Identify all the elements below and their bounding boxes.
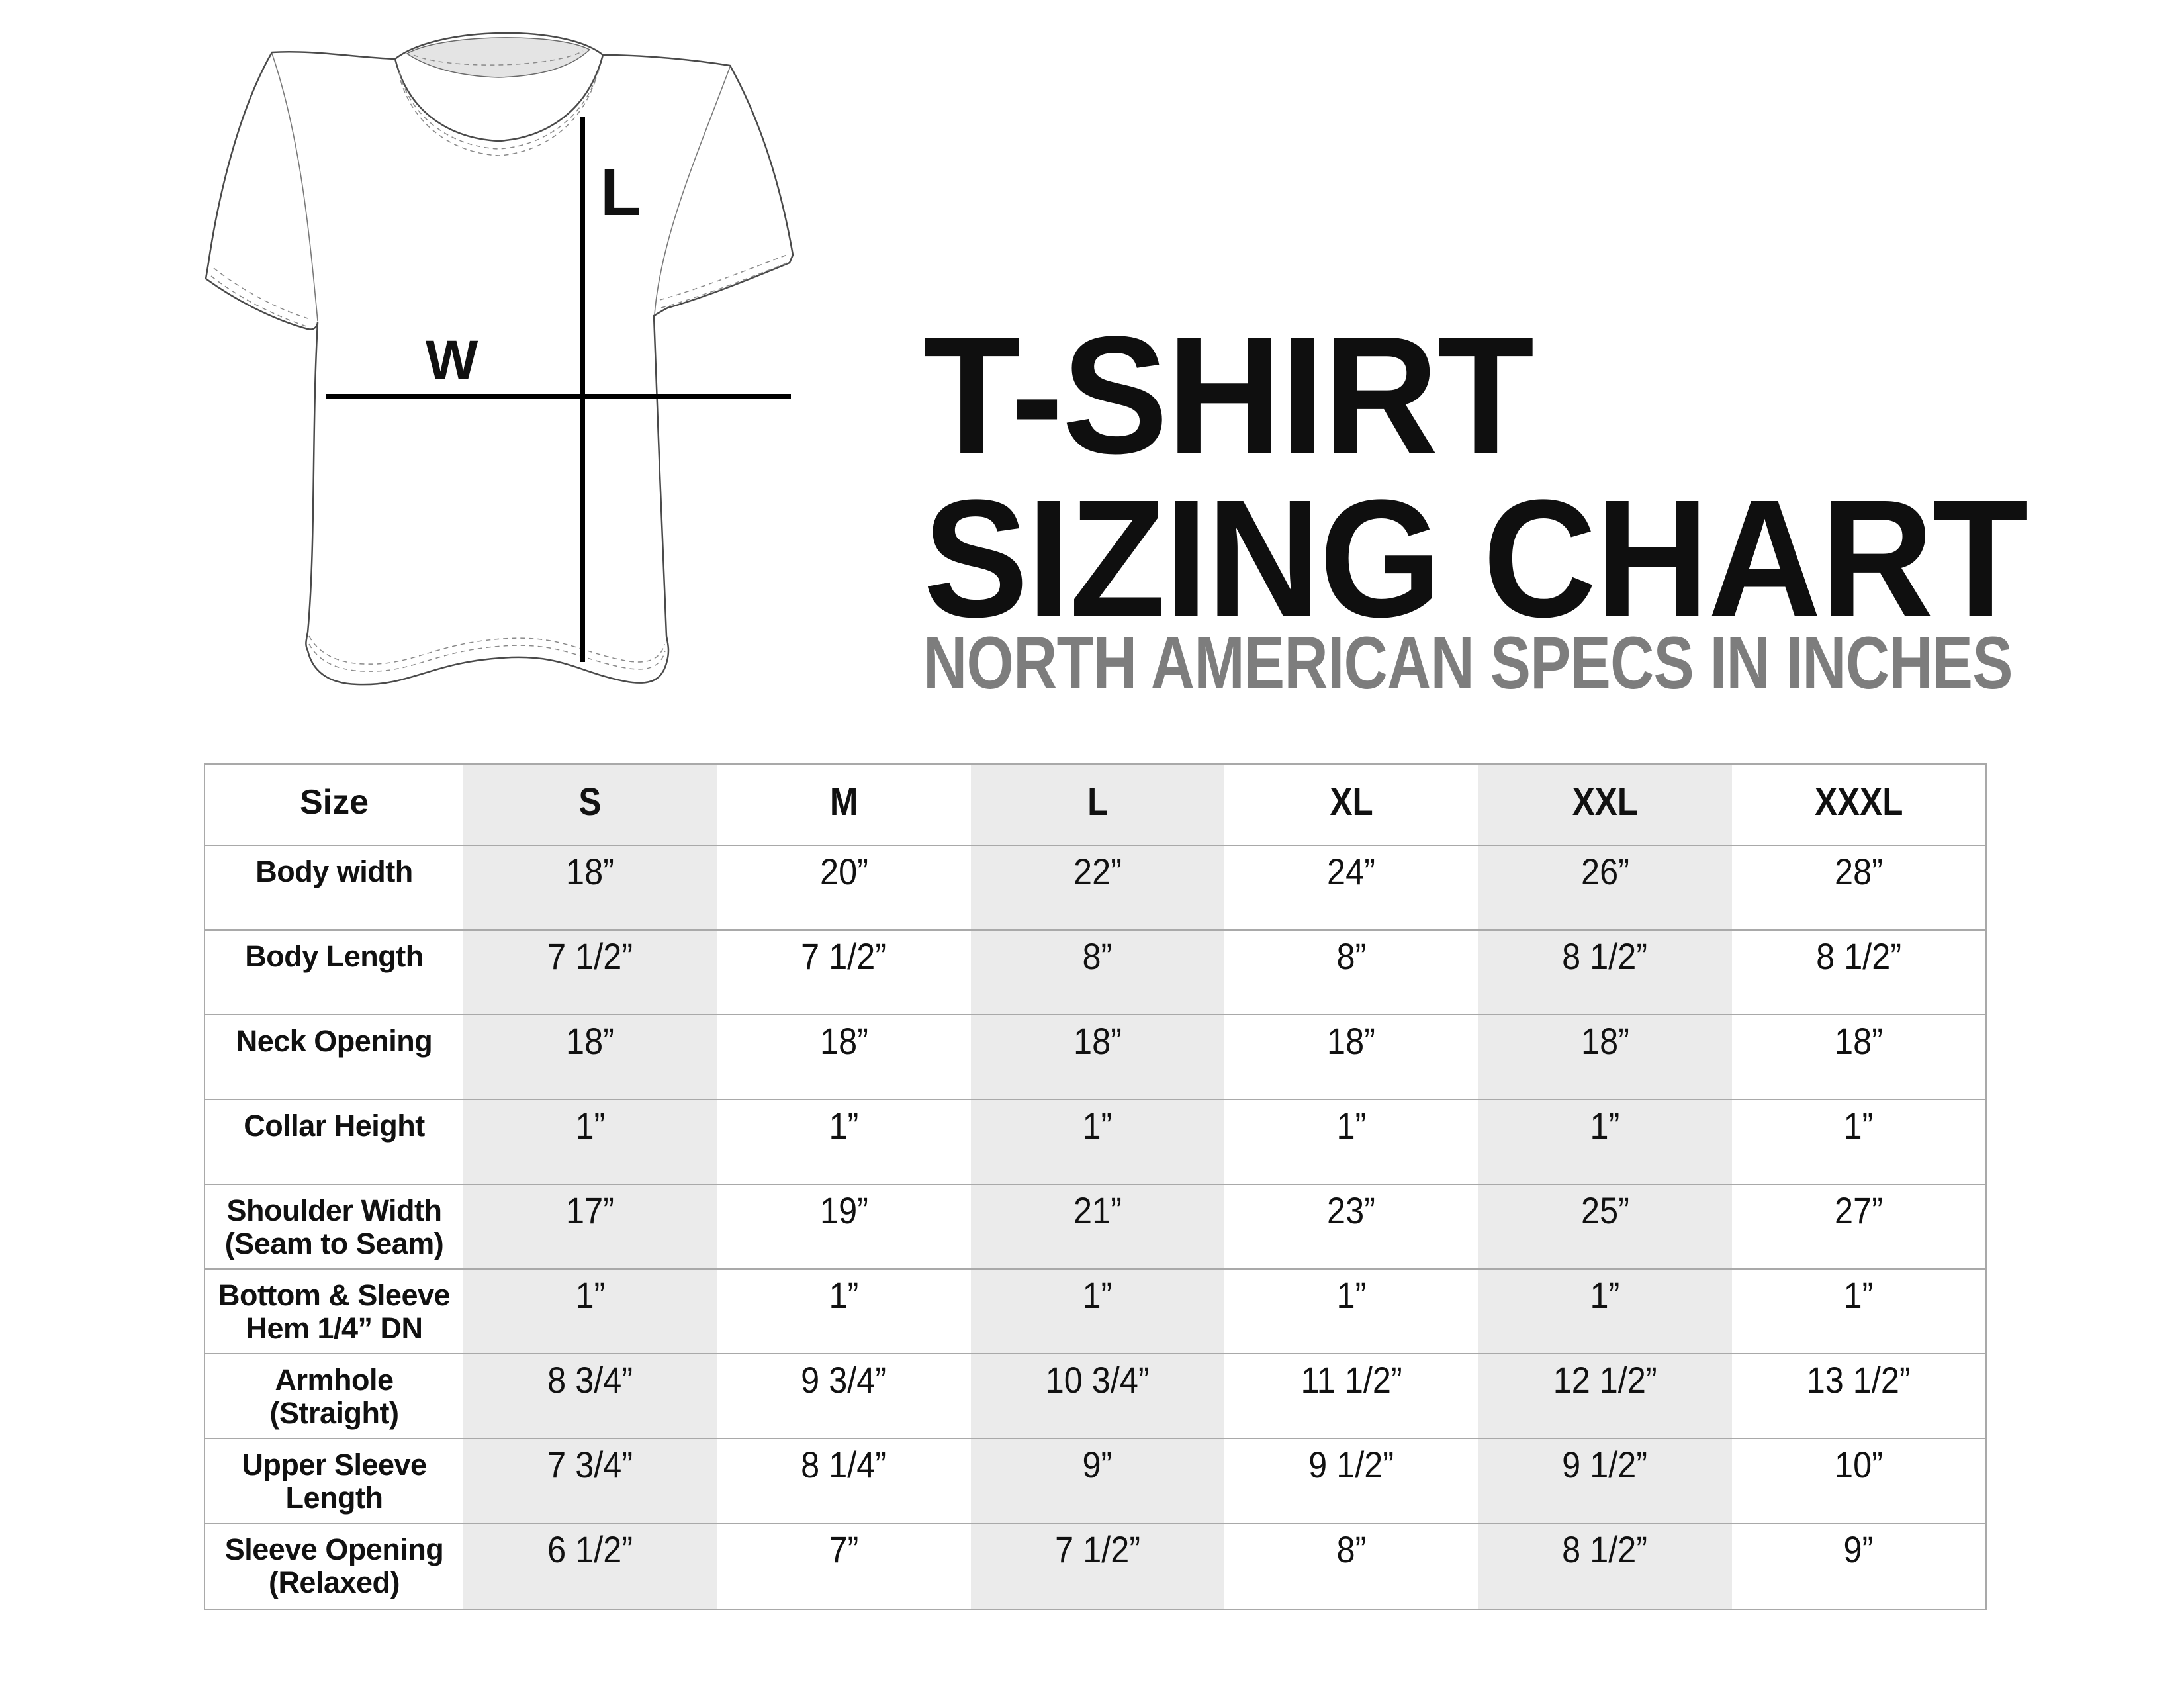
collar-back-band [406, 37, 591, 78]
row-label: Body Length [205, 931, 463, 1015]
column-header-xxxl: XXXL [1731, 765, 1985, 846]
table-cell: 10” [1731, 1439, 1985, 1524]
length-label: L [600, 156, 641, 230]
row-label: Collar Height [205, 1100, 463, 1185]
column-header-xxl: XXL [1478, 765, 1732, 846]
table-cell: 9” [1843, 1528, 1874, 1570]
table-cell: 1” [1478, 1100, 1732, 1185]
page-subtitle: NORTH AMERICAN SPECS IN INCHES [923, 622, 2013, 704]
table-cell: 9 1/2” [1478, 1439, 1732, 1524]
left-armhole-seam [271, 53, 318, 322]
table-cell: 9 3/4” [717, 1354, 971, 1439]
table-cell: 8” [970, 931, 1224, 1015]
hem-stitch-2 [308, 643, 666, 672]
table-cell: 26” [1478, 846, 1732, 931]
collar-back-stitch [413, 50, 584, 66]
table-cell: 28” [1731, 846, 1985, 931]
table-cell: 18” [717, 1015, 971, 1100]
column-header-m: M [717, 765, 971, 846]
table-cell: 1” [1731, 1100, 1985, 1185]
table-cell: 22” [970, 846, 1224, 931]
collar-front-edge [394, 54, 604, 142]
left-sleeve-stitch-1 [213, 267, 308, 319]
table-cell: 9” [970, 1439, 1224, 1524]
table-cell: 11 1/2” [1224, 1354, 1479, 1439]
table-cell: 8 1/2” [1478, 931, 1732, 1015]
table-cell: 1” [717, 1100, 971, 1185]
column-header-s: S [463, 765, 717, 846]
table-cell: 17” [463, 1185, 717, 1270]
column-header-l: L [970, 765, 1224, 846]
row-label: Bottom & Sleeve Hem 1/4” DN [205, 1270, 463, 1354]
column-header-size: Size [205, 765, 463, 846]
table-cell: 19” [717, 1185, 971, 1270]
table-cell: 8 1/2” [1478, 1524, 1732, 1609]
row-label: Shoulder Width (Seam to Seam) [205, 1185, 463, 1270]
table-cell: 24” [1224, 846, 1479, 931]
right-sleeve-stitch-1 [659, 254, 788, 301]
table-cell: 18” [1731, 1015, 1985, 1100]
table-cell: 1” [970, 1270, 1224, 1354]
table-cell: 18” [463, 1015, 717, 1100]
table-cell: 20” [717, 846, 971, 931]
table-cell: 7” [829, 1528, 859, 1570]
page-title-line2: SIZING CHART [923, 465, 2028, 652]
column-header-xl: XL [1224, 765, 1479, 846]
table-cell: 7 3/4” [463, 1439, 717, 1524]
width-label: W [426, 329, 478, 391]
sizing-table: Size S M L XL XXL XXXL Body width 18” 20… [204, 763, 1987, 1610]
table-cell: 1” [463, 1270, 717, 1354]
table-cell: 1” [717, 1270, 971, 1354]
row-label: Neck Opening [205, 1015, 463, 1100]
table-cell: 7 1/2” [970, 1524, 1224, 1609]
table-cell: 6 1/2” [463, 1524, 717, 1609]
table-cell: 1” [463, 1100, 717, 1185]
table-cell: 8 3/4” [463, 1354, 717, 1439]
row-label: Armhole (Straight) [205, 1354, 463, 1439]
collar-stitch-2 [400, 77, 597, 156]
table-cell: 7 1/2” [717, 931, 971, 1015]
table-cell: 1” [1731, 1270, 1985, 1354]
tshirt-drawing-svg: L W [205, 32, 794, 686]
table-cell: 13 1/2” [1731, 1354, 1985, 1439]
table-cell: 1” [970, 1100, 1224, 1185]
right-sleeve-stitch-2 [660, 261, 792, 308]
table-cell: 8” [1336, 1528, 1367, 1570]
table-cell: 1” [1478, 1270, 1732, 1354]
tshirt-diagram: L W [195, 17, 804, 708]
table-cell: 25” [1478, 1185, 1732, 1270]
right-armhole-seam [654, 66, 731, 315]
table-cell: 18” [463, 846, 717, 931]
row-label: Sleeve Opening (Relaxed) [224, 1532, 444, 1599]
row-label: Upper Sleeve Length [205, 1439, 463, 1524]
table-cell: 8 1/4” [717, 1439, 971, 1524]
table-cell: 9 1/2” [1224, 1439, 1479, 1524]
row-label: Body width [205, 846, 463, 931]
table-cell: 8” [1224, 931, 1479, 1015]
table-cell: 12 1/2” [1478, 1354, 1732, 1439]
left-sleeve-stitch-2 [210, 275, 307, 327]
table-cell: 23” [1224, 1185, 1479, 1270]
table-cell: 18” [1478, 1015, 1732, 1100]
table-cell: 1” [1224, 1100, 1479, 1185]
table-cell: 18” [1224, 1015, 1479, 1100]
tshirt-body-outline [205, 32, 794, 686]
hem-stitch-1 [308, 635, 665, 665]
table-cell: 18” [970, 1015, 1224, 1100]
page-title-line1: T-SHIRT [923, 301, 1534, 489]
collar-stitch-1 [398, 69, 600, 150]
table-cell: 10 3/4” [970, 1354, 1224, 1439]
table-cell: 8 1/2” [1731, 931, 1985, 1015]
table-cell: 1” [1224, 1270, 1479, 1354]
table-cell: 7 1/2” [463, 931, 717, 1015]
table-cell: 27” [1731, 1185, 1985, 1270]
table-cell: 21” [970, 1185, 1224, 1270]
